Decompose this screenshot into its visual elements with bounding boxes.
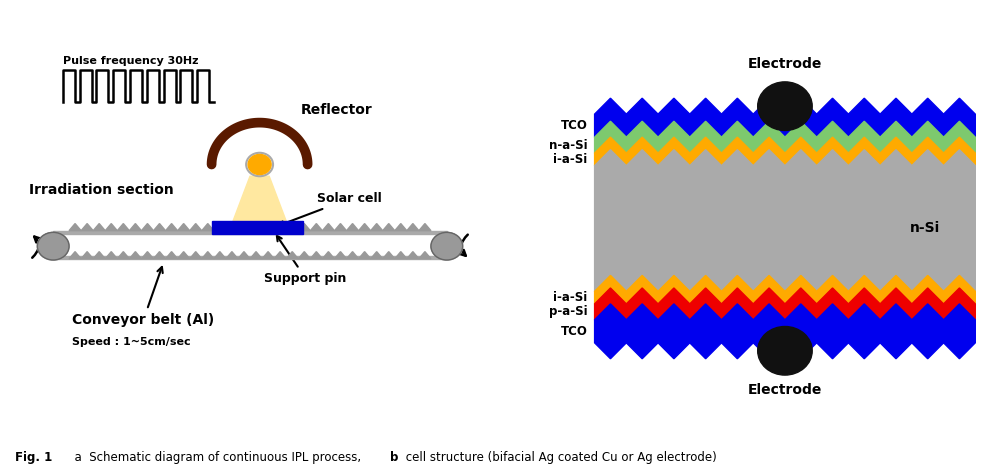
Polygon shape <box>153 224 166 231</box>
Text: b: b <box>390 451 398 464</box>
Polygon shape <box>371 252 383 259</box>
Text: TCO: TCO <box>561 325 588 338</box>
Polygon shape <box>595 137 975 181</box>
Polygon shape <box>81 252 93 259</box>
Polygon shape <box>93 224 105 231</box>
Text: cell structure (bifacial Ag coated Cu or Ag electrode): cell structure (bifacial Ag coated Cu or… <box>402 451 717 464</box>
Text: Pulse frequency 30Hz: Pulse frequency 30Hz <box>63 56 198 66</box>
Polygon shape <box>274 252 286 259</box>
Text: Solar cell: Solar cell <box>279 192 382 226</box>
Polygon shape <box>238 224 250 231</box>
Polygon shape <box>595 150 975 307</box>
Polygon shape <box>93 252 105 259</box>
Polygon shape <box>371 224 383 231</box>
Text: n-Si: n-Si <box>910 221 940 236</box>
Bar <box>53 256 447 259</box>
Polygon shape <box>262 252 274 259</box>
Polygon shape <box>595 276 975 320</box>
Polygon shape <box>359 224 371 231</box>
Text: a  Schematic diagram of continuous IPL process,: a Schematic diagram of continuous IPL pr… <box>67 451 369 464</box>
Circle shape <box>37 232 69 260</box>
Text: Electrode: Electrode <box>748 58 822 71</box>
Polygon shape <box>347 224 359 231</box>
Polygon shape <box>322 224 334 231</box>
Polygon shape <box>166 224 178 231</box>
Polygon shape <box>153 252 166 259</box>
Polygon shape <box>230 176 289 229</box>
Circle shape <box>758 327 812 375</box>
Polygon shape <box>178 224 190 231</box>
Polygon shape <box>595 304 975 359</box>
Polygon shape <box>190 252 202 259</box>
Polygon shape <box>141 224 153 231</box>
Polygon shape <box>395 252 407 259</box>
Polygon shape <box>395 224 407 231</box>
Text: p-a-Si: p-a-Si <box>549 305 588 318</box>
Polygon shape <box>214 224 226 231</box>
Text: Electrode: Electrode <box>748 384 822 397</box>
Text: Reflector: Reflector <box>301 103 372 117</box>
Polygon shape <box>334 224 347 231</box>
Bar <box>53 231 447 234</box>
Polygon shape <box>359 252 371 259</box>
Polygon shape <box>178 252 190 259</box>
Polygon shape <box>129 224 141 231</box>
Text: TCO: TCO <box>561 119 588 132</box>
Polygon shape <box>298 252 310 259</box>
Polygon shape <box>595 121 975 169</box>
Polygon shape <box>226 252 238 259</box>
Polygon shape <box>407 224 419 231</box>
Polygon shape <box>407 252 419 259</box>
Polygon shape <box>226 224 238 231</box>
Polygon shape <box>419 224 431 231</box>
Polygon shape <box>286 224 298 231</box>
Polygon shape <box>419 252 431 259</box>
Text: Support pin: Support pin <box>264 236 347 285</box>
Polygon shape <box>310 252 322 259</box>
Polygon shape <box>274 224 286 231</box>
Polygon shape <box>202 252 214 259</box>
Circle shape <box>248 154 271 175</box>
Polygon shape <box>286 252 298 259</box>
Text: Conveyor belt (Al): Conveyor belt (Al) <box>72 267 215 327</box>
Polygon shape <box>190 224 202 231</box>
Text: Speed : 1~5cm/sec: Speed : 1~5cm/sec <box>72 337 191 347</box>
Polygon shape <box>214 252 226 259</box>
Bar <box>212 221 303 234</box>
Text: n-a-Si: n-a-Si <box>549 139 588 152</box>
Polygon shape <box>105 224 117 231</box>
Polygon shape <box>262 224 274 231</box>
Polygon shape <box>117 252 129 259</box>
Polygon shape <box>383 224 395 231</box>
Polygon shape <box>69 224 81 231</box>
Polygon shape <box>81 224 93 231</box>
Text: i-a-Si: i-a-Si <box>553 291 588 304</box>
Polygon shape <box>202 224 214 231</box>
Polygon shape <box>298 224 310 231</box>
Circle shape <box>431 232 463 260</box>
Text: i-a-Si: i-a-Si <box>553 153 588 166</box>
Polygon shape <box>595 288 975 336</box>
Polygon shape <box>383 252 395 259</box>
Polygon shape <box>347 252 359 259</box>
Circle shape <box>758 82 812 130</box>
Text: Irradiation section: Irradiation section <box>29 183 174 197</box>
Polygon shape <box>595 98 975 153</box>
Polygon shape <box>322 252 334 259</box>
Polygon shape <box>166 252 178 259</box>
Text: Fig. 1: Fig. 1 <box>15 451 52 464</box>
Polygon shape <box>69 252 81 259</box>
Polygon shape <box>310 224 322 231</box>
Polygon shape <box>238 252 250 259</box>
Polygon shape <box>117 224 129 231</box>
Polygon shape <box>334 252 347 259</box>
Polygon shape <box>141 252 153 259</box>
Polygon shape <box>129 252 141 259</box>
Polygon shape <box>105 252 117 259</box>
Polygon shape <box>250 224 262 231</box>
Polygon shape <box>250 252 262 259</box>
